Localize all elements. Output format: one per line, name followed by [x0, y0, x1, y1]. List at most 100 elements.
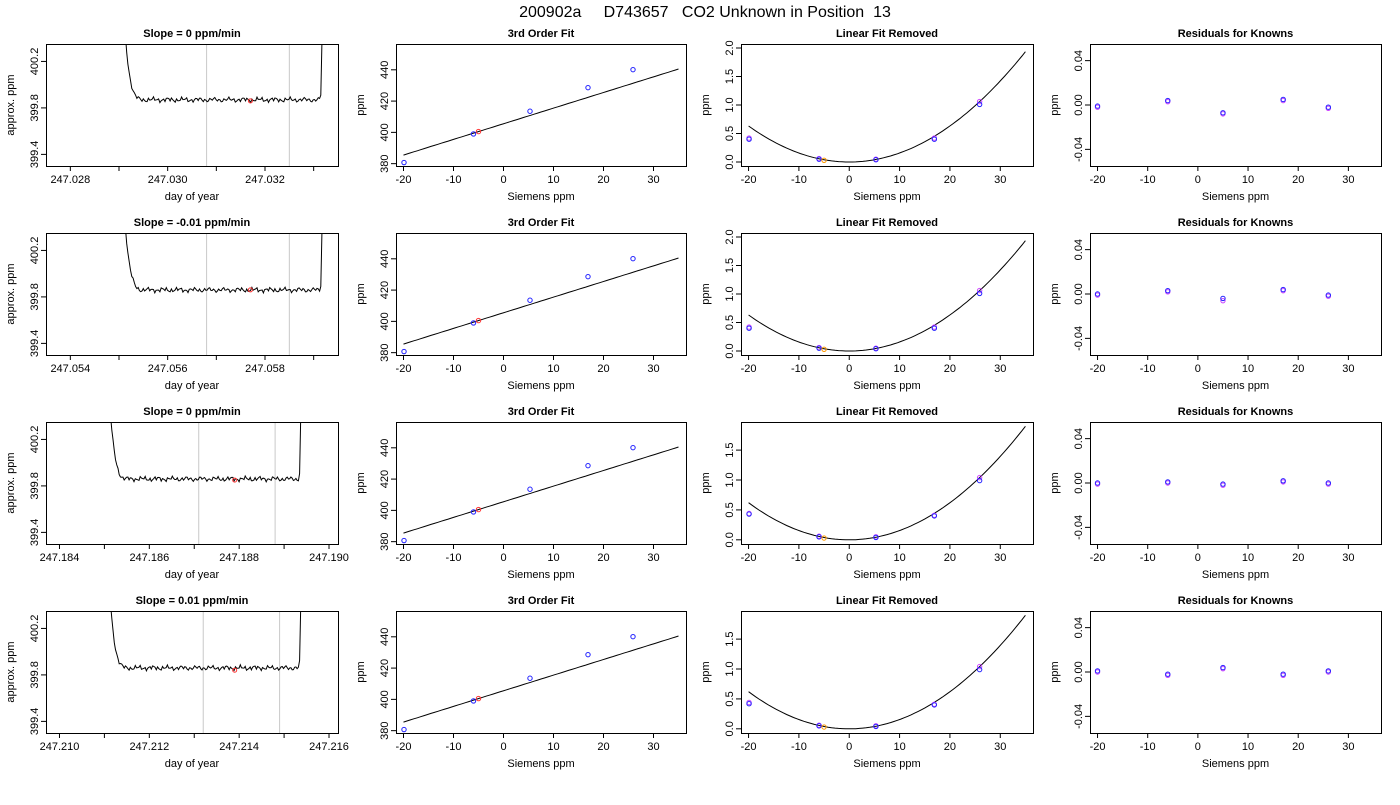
panel-title: 3rd Order Fit	[508, 595, 575, 607]
y-tick-label: 2.0	[724, 229, 736, 244]
known-point	[527, 486, 533, 492]
x-tick-label: 20	[597, 552, 609, 564]
y-axis-label: ppm	[700, 283, 712, 304]
y-axis-label: ppm	[1049, 283, 1061, 304]
x-tick-label: 247.210	[40, 741, 80, 753]
y-axis-label: ppm	[1049, 472, 1061, 493]
y-tick-label: 400.2	[29, 48, 41, 76]
y-tick-label: 1.5	[724, 258, 736, 273]
panel-3-4: Residuals for Knowns -20 -10 0 10 20 30 -0.04 0.…	[1049, 406, 1382, 581]
panel-frame	[741, 611, 1034, 734]
panel-data	[1094, 286, 1332, 304]
panel-frame	[46, 44, 339, 167]
y-tick-label: 400.2	[29, 426, 41, 454]
unknown-point	[821, 346, 827, 352]
panel-frame	[46, 422, 339, 545]
known-point	[527, 108, 533, 114]
figure-title: 200902a D743657 CO2 Unknown in Position …	[519, 4, 891, 21]
x-axis-label: Siemens ppm	[853, 191, 920, 203]
y-tick-label: 0.04	[1073, 50, 1085, 71]
known-point	[1094, 291, 1101, 297]
known-point	[1220, 664, 1226, 671]
x-tick-label: -20	[1090, 363, 1106, 375]
panel-title: Linear Fit Removed	[836, 28, 938, 40]
panel-data	[1094, 664, 1332, 679]
x-axis-label: Siemens ppm	[1202, 569, 1269, 581]
y-axis-label: ppm	[700, 94, 712, 115]
x-tick-label: 20	[1292, 741, 1304, 753]
panel-frame	[741, 233, 1034, 356]
panel-title: Slope = 0.01 ppm/min	[136, 595, 249, 607]
x-tick-label: -20	[1090, 552, 1106, 564]
unknown-point	[821, 535, 827, 541]
known-alt-point	[1220, 297, 1226, 304]
y-tick-label: 0.5	[724, 502, 736, 517]
y-axis-label: ppm	[355, 283, 367, 304]
x-tick-label: -10	[446, 174, 462, 186]
x-tick-label: 0	[1195, 741, 1201, 753]
x-tick-label: -10	[446, 552, 462, 564]
known-point	[585, 462, 591, 469]
panel-title: Linear Fit Removed	[836, 217, 938, 229]
x-tick-label: 10	[547, 174, 559, 186]
y-tick-label: 399.4	[29, 330, 41, 358]
unknown-marker	[247, 287, 253, 293]
panel-1-1: Slope = 0 ppm/min 247.028 247.030 247.032 39…	[5, 28, 339, 203]
y-tick-label: 420	[379, 470, 391, 488]
known-point	[931, 702, 938, 708]
known-point	[585, 651, 591, 658]
y-tick-label: 0.00	[1073, 472, 1085, 493]
x-tick-label: 20	[944, 552, 956, 564]
known-point	[931, 325, 938, 331]
x-axis-label: Siemens ppm	[507, 758, 574, 770]
panel-title: Residuals for Knowns	[1178, 406, 1294, 418]
panel-frame	[741, 44, 1034, 167]
y-tick-label: 420	[379, 92, 391, 110]
x-tick-label: -10	[791, 174, 807, 186]
x-tick-label: 10	[547, 552, 559, 564]
x-tick-label: -20	[741, 741, 757, 753]
panel-data	[746, 614, 1026, 730]
known-point	[470, 131, 477, 137]
x-tick-label: 20	[1292, 363, 1304, 375]
x-tick-label: 247.212	[129, 741, 169, 753]
y-tick-label: 1.0	[724, 286, 736, 301]
unknown-marker	[247, 98, 253, 104]
x-tick-label: 247.214	[219, 741, 259, 753]
panel-data	[1094, 478, 1332, 488]
y-tick-label: -0.04	[1073, 137, 1085, 162]
unknown-point	[475, 695, 482, 702]
x-tick-label: -10	[791, 741, 807, 753]
x-tick-label: 0	[846, 363, 852, 375]
x-tick-label: 20	[944, 741, 956, 753]
known-point	[931, 136, 938, 142]
known-point	[527, 297, 533, 303]
known-point	[976, 101, 983, 108]
x-tick-label: 10	[547, 741, 559, 753]
x-tick-label: 30	[1342, 363, 1354, 375]
y-tick-label: 1.0	[724, 97, 736, 112]
y-tick-label: 0.04	[1073, 239, 1085, 260]
x-tick-label: -20	[396, 741, 412, 753]
known-point	[976, 290, 983, 297]
x-tick-label: 247.186	[129, 552, 169, 564]
panel-2-4: Residuals for Knowns -20 -10 0 10 20 30 -0.04 0.…	[1049, 217, 1382, 392]
known-point	[1280, 96, 1286, 103]
x-tick-label: 30	[1342, 552, 1354, 564]
panel-title: Linear Fit Removed	[836, 406, 938, 418]
x-tick-label: 247.030	[148, 174, 188, 186]
known-point	[401, 726, 407, 733]
y-tick-label: 1.5	[724, 631, 736, 646]
x-tick-label: 247.028	[50, 174, 90, 186]
y-tick-label: 399.8	[29, 94, 41, 122]
known-point	[1280, 478, 1286, 484]
panel-4-3: Linear Fit Removed -20 -10 0 10 20 30 0.0 0.5 1.0…	[700, 595, 1034, 770]
x-tick-label: 30	[994, 363, 1006, 375]
panel-frame	[1090, 233, 1382, 356]
x-tick-label: 0	[1195, 174, 1201, 186]
known-point	[816, 723, 822, 729]
panel-data	[401, 255, 679, 355]
y-tick-label: 420	[379, 659, 391, 677]
y-tick-label: 0.00	[1073, 283, 1085, 304]
x-tick-label: 247.216	[309, 741, 349, 753]
